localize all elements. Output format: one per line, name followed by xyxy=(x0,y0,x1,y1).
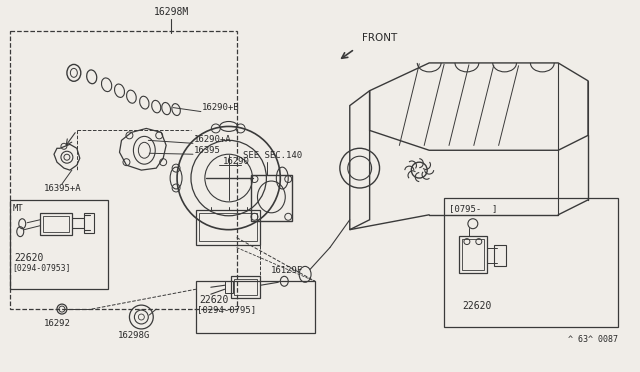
Text: 16298G: 16298G xyxy=(118,331,150,340)
Bar xyxy=(10,31,237,309)
Bar xyxy=(196,210,260,244)
Text: 16290+A: 16290+A xyxy=(194,135,232,144)
Text: MT: MT xyxy=(12,204,23,213)
Text: 22620: 22620 xyxy=(462,301,492,311)
Text: SEE SEC.140: SEE SEC.140 xyxy=(243,151,301,160)
Text: 16290: 16290 xyxy=(223,157,250,166)
Bar xyxy=(444,198,618,327)
Text: ^ 63^ 0087: ^ 63^ 0087 xyxy=(568,335,618,344)
Bar xyxy=(43,216,69,232)
Text: 16298M: 16298M xyxy=(154,7,189,17)
Text: [0294-0795]: [0294-0795] xyxy=(197,305,256,314)
Text: FRONT: FRONT xyxy=(362,33,397,43)
Text: 16129F: 16129F xyxy=(270,266,303,275)
Text: 16395: 16395 xyxy=(194,146,221,155)
Bar xyxy=(10,200,108,289)
Bar xyxy=(459,235,487,273)
Bar xyxy=(250,175,292,221)
Text: 16292: 16292 xyxy=(44,319,70,328)
Bar xyxy=(196,281,315,333)
Text: 22620: 22620 xyxy=(14,253,44,263)
Bar xyxy=(462,238,484,270)
Text: 16395+A: 16395+A xyxy=(44,184,82,193)
Text: 22620: 22620 xyxy=(199,295,228,305)
Text: [0294-07953]: [0294-07953] xyxy=(12,263,71,272)
Bar xyxy=(40,213,72,235)
Bar xyxy=(199,213,257,241)
Bar xyxy=(230,276,260,298)
Bar xyxy=(493,244,506,266)
Bar xyxy=(234,279,257,295)
Bar xyxy=(84,213,93,232)
Bar xyxy=(225,281,233,293)
Text: [0795-  ]: [0795- ] xyxy=(449,204,497,213)
Text: 16290+B: 16290+B xyxy=(202,103,239,112)
